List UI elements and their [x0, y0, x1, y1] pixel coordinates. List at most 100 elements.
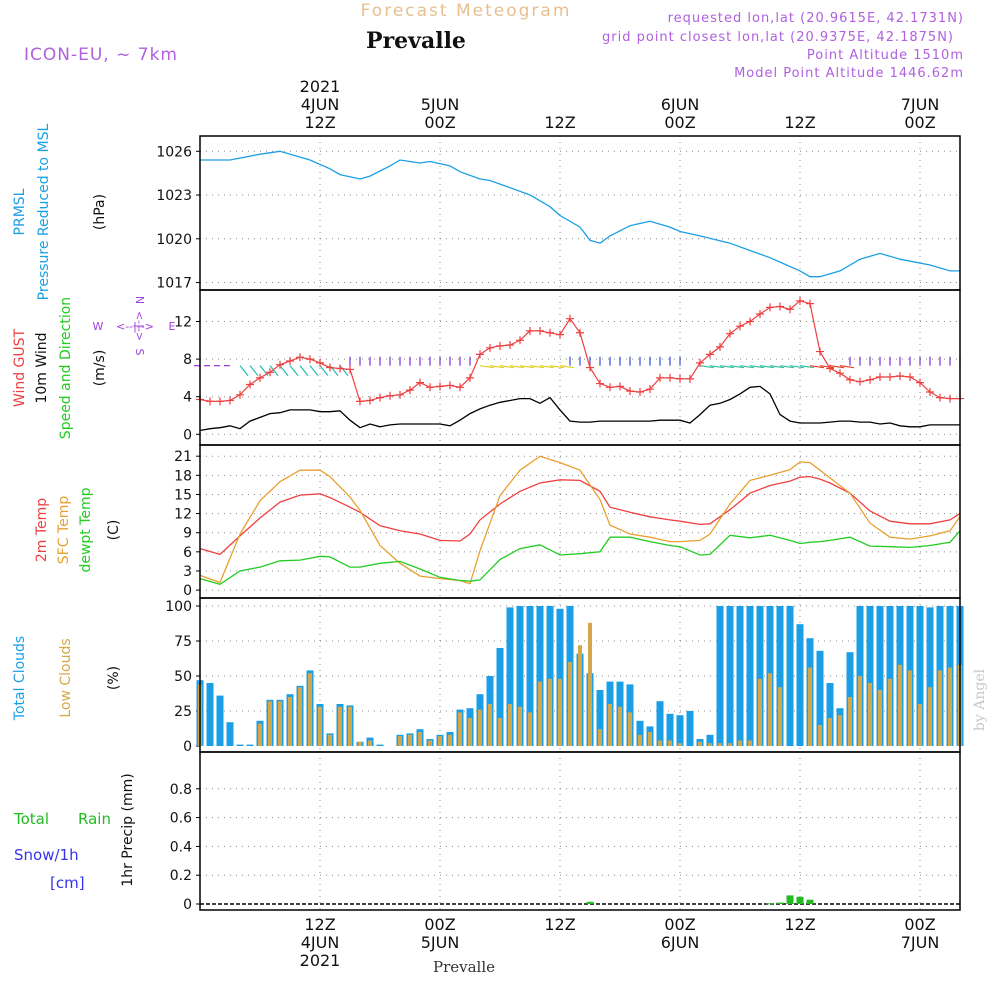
- pressure-plot: 1026 1023 1020 1017: [156, 135, 961, 292]
- wind-arrow: [489, 365, 505, 369]
- gust-point: [256, 373, 264, 382]
- gust-point: [816, 347, 824, 356]
- low-cloud-bar: [308, 673, 312, 746]
- low-cloud-bar: [878, 690, 882, 746]
- gust-point: [826, 364, 834, 373]
- temp-series-dewpt-temp: [199, 530, 961, 586]
- total-cloud-bar: [596, 690, 604, 746]
- low-cloud-bar: [818, 725, 822, 746]
- bottom-time-label: 00Z: [904, 915, 935, 934]
- total-cloud-bar: [916, 606, 924, 746]
- gust-point: [336, 364, 344, 373]
- requested-coords: requested lon,lat (20.9615E, 42.1731N): [668, 11, 964, 26]
- temp-plot: 21 18 15 12 9 6 3 0: [174, 444, 961, 599]
- clouds-ytick: 0: [183, 739, 192, 755]
- total-cloud-bar: [786, 606, 794, 746]
- clouds-ytick: 50: [174, 669, 192, 685]
- total-cloud-bar: [516, 606, 524, 746]
- location-title: Prevalle: [366, 28, 466, 54]
- wind-arrow: [559, 365, 575, 369]
- model-altitude: Model Point Altitude 1446.62m: [734, 66, 964, 81]
- wind-arrow: [299, 365, 309, 377]
- low-cloud-bar: [458, 712, 462, 746]
- low-cloud-bar: [268, 701, 272, 746]
- gust-point: [536, 326, 544, 335]
- low-cloud-bar: [838, 715, 842, 746]
- clouds-label-total: Total Clouds: [12, 636, 28, 721]
- rain-bar: [786, 895, 794, 904]
- gust-point: [386, 391, 394, 400]
- compass-ns-arrow: <-|->: [133, 311, 146, 341]
- total-cloud-bar: [216, 695, 224, 746]
- gust-point: [686, 374, 694, 383]
- low-cloud-bar: [358, 741, 362, 746]
- gust-point: [836, 369, 844, 378]
- precip-panel: Total Rain Snow/1h [cm] 1hr Precip (mm): [13, 773, 136, 892]
- gust-point: [796, 296, 804, 305]
- rain-bar: [766, 903, 774, 905]
- wind-arrow: [289, 365, 299, 377]
- rain-bar: [586, 901, 594, 904]
- wind-ytick: 8: [183, 352, 192, 368]
- gust-point: [696, 358, 704, 367]
- top-time-label: 00Z: [904, 113, 935, 132]
- gust-point: [446, 381, 454, 390]
- low-cloud-bar: [738, 740, 742, 746]
- gust-point: [776, 302, 784, 311]
- wind-arrow: [269, 365, 279, 377]
- total-cloud-bar: [736, 606, 744, 746]
- gust-point: [456, 383, 464, 392]
- low-cloud-bar: [628, 712, 632, 746]
- temp-ytick: 0: [183, 583, 192, 599]
- bottom-time-label: 6JUN: [661, 933, 700, 952]
- total-cloud-bar: [706, 734, 714, 746]
- gust-point: [766, 303, 774, 312]
- temp-ytick: 21: [174, 449, 192, 465]
- wind-series-gust: [199, 300, 960, 403]
- point-altitude: Point Altitude 1510m: [807, 48, 964, 63]
- wind-arrow: [789, 365, 805, 369]
- wind-arrow: [709, 365, 725, 369]
- clouds-ytick: 75: [174, 634, 192, 650]
- compass-south: S: [133, 349, 146, 356]
- gust-point: [226, 396, 234, 405]
- total-cloud-bar: [756, 606, 764, 746]
- bottom-time-label: 7JUN: [901, 933, 940, 952]
- low-cloud-bar: [558, 678, 562, 746]
- gust-point: [486, 343, 494, 352]
- low-cloud-bar: [938, 670, 942, 746]
- gust-point: [426, 383, 434, 392]
- low-cloud-bar: [488, 704, 492, 746]
- wind-series-10m: [199, 385, 960, 432]
- low-cloud-bar: [768, 673, 772, 746]
- total-cloud-bar: [636, 720, 644, 746]
- wind-arrow: [479, 365, 495, 369]
- gust-point: [916, 378, 924, 387]
- low-cloud-bar: [598, 729, 602, 746]
- precip-ytick: 0: [183, 897, 192, 913]
- total-cloud-bar: [506, 607, 514, 746]
- gust-point: [236, 390, 244, 399]
- low-cloud-bar: [898, 664, 902, 746]
- low-cloud-bar: [888, 678, 892, 746]
- wind-arrow: [319, 365, 329, 377]
- precip-label-snow: Snow/1h: [14, 846, 79, 864]
- temp-ytick: 15: [174, 487, 192, 503]
- wind-arrow: [309, 365, 319, 377]
- bottom-time-label: 2021: [300, 951, 341, 970]
- gust-point: [906, 372, 914, 381]
- total-cloud-bar: [776, 606, 784, 746]
- low-cloud-bar: [578, 645, 582, 746]
- low-cloud-bar: [518, 706, 522, 746]
- low-cloud-bar: [848, 697, 852, 746]
- gust-point: [396, 390, 404, 399]
- low-cloud-bar: [408, 734, 412, 746]
- gust-point: [286, 356, 294, 365]
- total-cloud-bar: [666, 713, 674, 746]
- low-cloud-bar: [928, 687, 932, 746]
- wind-arrow: [719, 365, 735, 369]
- top-time-label: 12Z: [544, 113, 575, 132]
- wind-label-unit: (m/s): [92, 350, 108, 387]
- gust-point: [296, 353, 304, 362]
